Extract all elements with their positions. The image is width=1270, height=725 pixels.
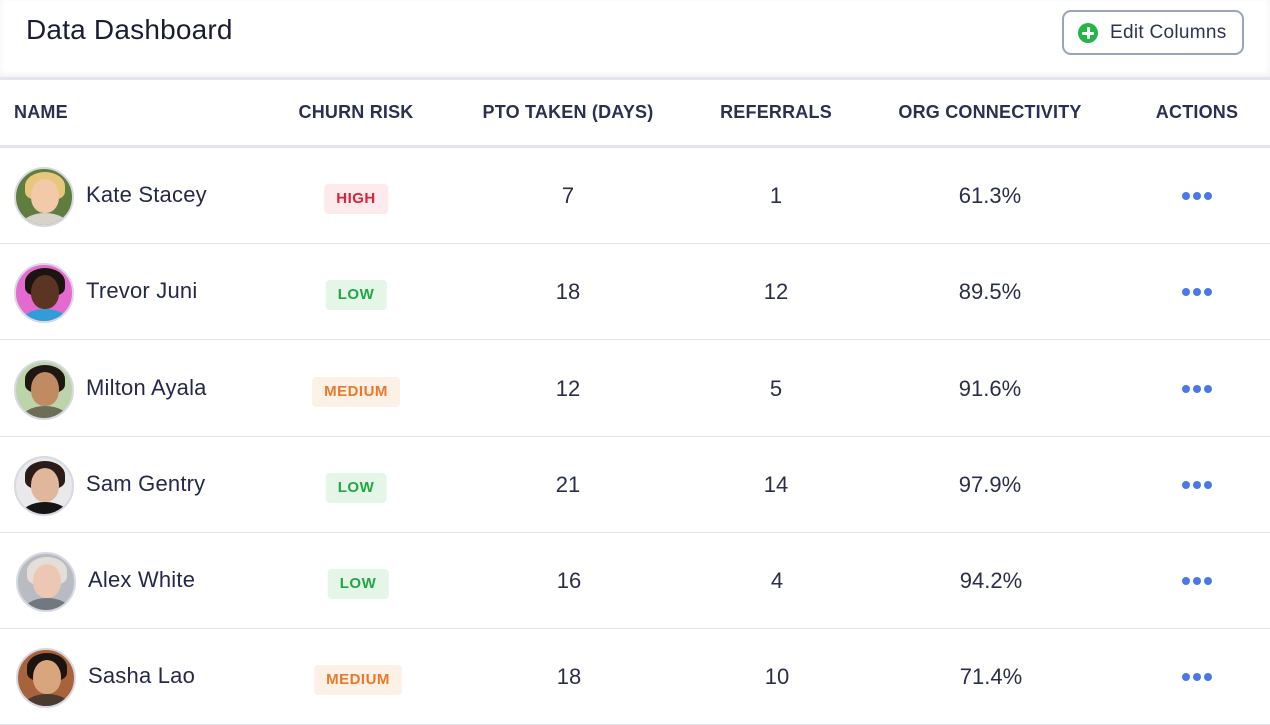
dot — [1182, 481, 1190, 489]
dot — [1182, 385, 1190, 393]
avatar-body — [22, 694, 72, 706]
employee-name[interactable]: Kate Stacey — [86, 182, 207, 207]
more-actions-icon[interactable] — [1182, 192, 1212, 202]
avatar-body — [20, 309, 70, 321]
column-header-churn-risk[interactable]: CHURN RISK — [298, 102, 414, 122]
referrals-value: 5 — [769, 376, 783, 401]
column-header-pto-taken[interactable]: PTO TAKEN (DAYS) — [482, 102, 654, 122]
org-connectivity-value: 91.6% — [958, 376, 1022, 401]
dot — [1193, 385, 1201, 393]
avatar — [14, 360, 74, 420]
dot — [1182, 673, 1190, 681]
employee-name[interactable]: Sam Gentry — [86, 471, 206, 496]
table-row[interactable]: Trevor Juni LOW 18 12 89.5% — [0, 244, 1270, 340]
avatar-body — [22, 598, 72, 610]
pto-taken-value: 16 — [556, 568, 582, 593]
referrals-value: 10 — [764, 664, 790, 689]
avatar-face — [33, 564, 61, 598]
avatar-body — [20, 502, 70, 514]
table-row[interactable]: Sasha Lao MEDIUM 18 10 71.4% — [0, 629, 1270, 725]
pto-taken-value: 7 — [561, 183, 575, 208]
org-connectivity-value: 94.2% — [959, 568, 1023, 593]
org-connectivity-value: 89.5% — [958, 279, 1022, 304]
column-header-actions: ACTIONS — [1155, 102, 1239, 122]
referrals-value: 4 — [770, 568, 784, 593]
more-actions-icon[interactable] — [1182, 385, 1212, 395]
avatar-face — [31, 179, 59, 213]
avatar — [16, 552, 76, 612]
avatar — [14, 263, 74, 323]
edit-columns-label: Edit Columns — [1110, 21, 1227, 43]
avatar-face — [31, 372, 59, 406]
dot — [1204, 673, 1212, 681]
referrals-value: 14 — [763, 472, 789, 497]
pto-taken-value: 12 — [555, 376, 581, 401]
org-connectivity-value: 97.9% — [958, 472, 1022, 497]
table-row[interactable]: Sam Gentry LOW 21 14 97.9% — [0, 437, 1270, 533]
dot — [1182, 192, 1190, 200]
avatar-face — [31, 275, 59, 309]
page-header: Data Dashboard Edit Columns — [0, 0, 1270, 80]
avatar — [14, 167, 74, 227]
table-row[interactable]: Milton Ayala MEDIUM 12 5 91.6% — [0, 341, 1270, 437]
employee-name[interactable]: Alex White — [88, 567, 196, 592]
dot — [1193, 673, 1201, 681]
more-actions-icon[interactable] — [1182, 288, 1212, 298]
churn-risk-badge: MEDIUM — [314, 665, 402, 695]
plus-circle-icon — [1078, 22, 1098, 43]
table-header: NAME CHURN RISK PTO TAKEN (DAYS) REFERRA… — [0, 80, 1270, 148]
more-actions-icon[interactable] — [1182, 481, 1212, 491]
dot — [1193, 288, 1201, 296]
avatar — [14, 456, 74, 516]
churn-risk-badge: MEDIUM — [312, 377, 400, 407]
pto-taken-value: 18 — [556, 664, 582, 689]
avatar-face — [31, 468, 59, 502]
more-actions-icon[interactable] — [1182, 577, 1212, 587]
avatar — [16, 648, 76, 708]
dot — [1204, 288, 1212, 296]
avatar-body — [20, 406, 70, 418]
table-row[interactable]: Kate Stacey HIGH 7 1 61.3% — [0, 148, 1270, 244]
churn-risk-badge: LOW — [325, 473, 387, 503]
referrals-value: 1 — [769, 183, 783, 208]
column-header-name[interactable]: NAME — [14, 102, 68, 122]
org-connectivity-value: 71.4% — [959, 664, 1023, 689]
dot — [1204, 481, 1212, 489]
dot — [1193, 577, 1201, 585]
org-connectivity-value: 61.3% — [958, 183, 1022, 208]
dot — [1182, 577, 1190, 585]
dot — [1182, 288, 1190, 296]
page-title: Data Dashboard — [26, 14, 233, 45]
avatar-face — [33, 660, 61, 694]
avatar-body — [20, 213, 70, 225]
employee-name[interactable]: Trevor Juni — [86, 278, 198, 303]
churn-risk-badge: LOW — [327, 569, 389, 599]
column-header-referrals[interactable]: REFERRALS — [720, 102, 832, 122]
pto-taken-value: 21 — [555, 472, 581, 497]
table-row[interactable]: Alex White LOW 16 4 94.2% — [0, 533, 1270, 629]
dot — [1193, 192, 1201, 200]
referrals-value: 12 — [763, 279, 789, 304]
column-header-org-connectivity[interactable]: ORG CONNECTIVITY — [898, 102, 1082, 122]
employee-name[interactable]: Milton Ayala — [86, 375, 207, 400]
employee-name[interactable]: Sasha Lao — [88, 663, 195, 688]
pto-taken-value: 18 — [555, 279, 581, 304]
dot — [1193, 481, 1201, 489]
churn-risk-badge: LOW — [325, 280, 387, 310]
more-actions-icon[interactable] — [1182, 673, 1212, 683]
churn-risk-badge: HIGH — [324, 184, 388, 214]
dot — [1204, 577, 1212, 585]
dot — [1204, 192, 1212, 200]
dot — [1204, 385, 1212, 393]
edit-columns-button[interactable]: Edit Columns — [1062, 10, 1244, 55]
